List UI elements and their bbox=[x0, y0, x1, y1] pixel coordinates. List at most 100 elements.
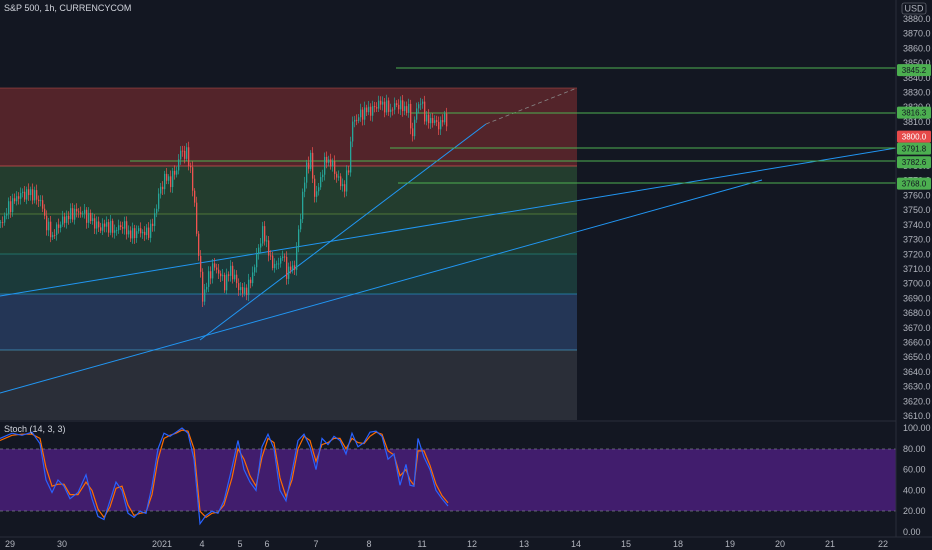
candle-body bbox=[76, 208, 78, 212]
candle-body bbox=[354, 119, 356, 122]
candle-body bbox=[78, 211, 80, 213]
time-axis[interactable]: 29 30 2021 4 5 6 7 8 11 12 13 14 15 18 19 20 21 22 bbox=[5, 539, 888, 549]
candle-body bbox=[392, 109, 394, 111]
candle-body bbox=[170, 176, 172, 188]
stoch-axis[interactable]: 100.00 80.00 60.00 40.00 20.00 0.00 bbox=[903, 423, 931, 537]
candle-body bbox=[226, 274, 228, 291]
candle-body bbox=[316, 191, 318, 197]
candle-body bbox=[2, 222, 4, 224]
candle-body bbox=[58, 224, 60, 228]
stoch-tick-label: 100.00 bbox=[903, 423, 931, 433]
price-tag bbox=[897, 156, 931, 169]
candle-body bbox=[192, 167, 194, 191]
stoch-band bbox=[0, 449, 896, 511]
candle-body bbox=[64, 216, 66, 223]
candle-body bbox=[138, 228, 140, 232]
candle-body bbox=[318, 187, 320, 192]
candle-body bbox=[286, 256, 288, 279]
candle-body bbox=[300, 219, 302, 230]
candle-body bbox=[194, 190, 196, 203]
candle-body bbox=[216, 267, 218, 270]
candle-body bbox=[442, 120, 444, 123]
candle-body bbox=[246, 287, 248, 296]
candle-body bbox=[174, 170, 176, 175]
candle-body bbox=[348, 170, 350, 173]
time-tick-label: 13 bbox=[519, 539, 529, 549]
candle-body bbox=[104, 223, 106, 227]
candle-body bbox=[324, 156, 326, 175]
candle-body bbox=[368, 106, 370, 113]
candle-body bbox=[50, 221, 52, 238]
candle-body bbox=[202, 271, 204, 302]
stoch-tick-label: 0.00 bbox=[903, 527, 921, 537]
candle-body bbox=[178, 159, 180, 171]
indicator-title[interactable]: Stoch (14, 3, 3) bbox=[4, 424, 66, 434]
zone-gray bbox=[0, 350, 577, 420]
candle-body bbox=[20, 193, 22, 199]
price-tick-label: 3680.0 bbox=[903, 308, 931, 318]
candle-body bbox=[360, 109, 362, 118]
candle-body bbox=[150, 223, 152, 238]
candle-body bbox=[432, 118, 434, 123]
candle-body bbox=[390, 109, 392, 112]
candle-body bbox=[322, 174, 324, 178]
candle-body bbox=[438, 121, 440, 130]
candle-body bbox=[132, 228, 134, 239]
candle-body bbox=[278, 263, 280, 265]
candle-body bbox=[264, 226, 266, 242]
candle-body bbox=[228, 274, 230, 276]
candle-body bbox=[420, 103, 422, 105]
price-tag-label: 3800.0 bbox=[902, 133, 927, 142]
candle-body bbox=[220, 273, 222, 277]
currency-label: USD bbox=[904, 4, 924, 14]
candle-body bbox=[28, 189, 30, 196]
candle-body bbox=[52, 234, 54, 238]
time-tick-label: 18 bbox=[673, 539, 683, 549]
candle-body bbox=[234, 274, 236, 280]
candle-body bbox=[200, 255, 202, 272]
symbol-title[interactable]: S&P 500, 1h, CURRENCYCOM bbox=[4, 3, 131, 13]
price-tag-label: 3782.6 bbox=[902, 158, 927, 167]
candle-body bbox=[198, 233, 200, 256]
candle-body bbox=[188, 147, 190, 166]
candle-body bbox=[196, 202, 198, 234]
price-tags: 3845.2 3816.3 3800.0 3791.8 3782.6 3768.0 bbox=[897, 64, 931, 190]
candle-body bbox=[24, 191, 26, 200]
candle-body bbox=[424, 101, 426, 122]
candle-body bbox=[430, 118, 432, 124]
price-tag-label: 3768.0 bbox=[902, 180, 927, 189]
time-tick-label: 29 bbox=[5, 539, 15, 549]
candle-body bbox=[26, 189, 28, 200]
candle-body bbox=[384, 101, 386, 113]
trend-lines[interactable] bbox=[0, 87, 897, 394]
price-tag bbox=[897, 177, 931, 190]
price-tick-label: 3620.0 bbox=[903, 396, 931, 406]
candle-body bbox=[100, 227, 102, 231]
price-tick-label: 3660.0 bbox=[903, 337, 931, 347]
candle-body bbox=[156, 208, 158, 214]
candle-body bbox=[66, 215, 68, 223]
currency-badge[interactable] bbox=[901, 2, 927, 15]
candle-body bbox=[262, 226, 264, 244]
candle-body bbox=[142, 231, 144, 234]
level-lines[interactable] bbox=[130, 67, 896, 184]
candle-body bbox=[358, 117, 360, 121]
price-tick-label: 3760.0 bbox=[903, 190, 931, 200]
candle-body bbox=[94, 218, 96, 229]
candle-body bbox=[18, 196, 20, 199]
candle-body bbox=[134, 228, 136, 239]
price-tick-label: 3610.0 bbox=[903, 411, 931, 421]
candle-body bbox=[394, 103, 396, 110]
candle-body bbox=[320, 177, 322, 188]
candle-body bbox=[152, 223, 154, 226]
candle-body bbox=[444, 113, 446, 123]
candle-body bbox=[266, 240, 268, 242]
candle-body bbox=[232, 265, 234, 280]
candle-body bbox=[434, 120, 436, 123]
candle-body bbox=[398, 104, 400, 110]
candle-body bbox=[356, 119, 358, 121]
candle-body bbox=[172, 170, 174, 188]
candle-body bbox=[12, 198, 14, 213]
price-series bbox=[0, 94, 448, 308]
